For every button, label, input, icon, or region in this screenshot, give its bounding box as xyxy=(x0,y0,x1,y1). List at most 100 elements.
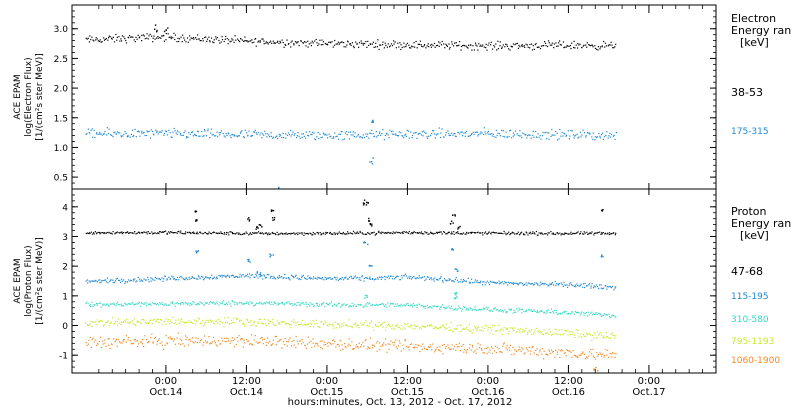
data-point xyxy=(341,304,343,306)
data-point xyxy=(157,304,159,306)
data-point xyxy=(114,321,116,323)
data-point xyxy=(423,305,425,308)
data-point xyxy=(540,331,542,334)
data-point xyxy=(568,233,570,235)
data-point xyxy=(531,346,533,349)
data-point xyxy=(494,232,496,234)
data-point xyxy=(366,135,368,137)
data-point xyxy=(230,322,232,325)
data-point xyxy=(258,231,260,233)
data-point xyxy=(187,136,189,138)
data-point xyxy=(303,135,305,137)
data-point xyxy=(537,46,539,48)
data-point xyxy=(300,40,302,42)
data-point xyxy=(276,276,279,278)
data-point xyxy=(338,231,340,233)
data-point xyxy=(513,329,515,331)
data-point xyxy=(502,44,504,46)
data-point xyxy=(536,348,538,350)
data-point xyxy=(387,134,389,136)
data-point xyxy=(367,133,369,135)
data-point xyxy=(295,274,297,276)
data-point xyxy=(247,340,249,342)
data-point xyxy=(220,232,223,234)
data-point xyxy=(121,231,123,233)
data-point xyxy=(317,325,319,328)
data-point xyxy=(204,335,206,337)
data-point xyxy=(441,40,443,43)
data-point xyxy=(458,331,460,333)
data-point xyxy=(390,340,392,342)
data-point xyxy=(470,282,472,284)
data-point xyxy=(334,132,336,134)
data-point xyxy=(253,232,255,234)
data-point xyxy=(440,44,443,46)
data-point xyxy=(536,354,538,356)
data-point xyxy=(531,310,533,313)
data-point xyxy=(608,313,610,315)
data-point xyxy=(262,303,264,305)
data-point xyxy=(259,301,261,303)
data-point xyxy=(588,44,590,46)
data-point xyxy=(305,45,307,47)
data-point xyxy=(426,136,428,138)
data-point xyxy=(181,318,183,320)
data-point xyxy=(609,44,611,46)
data-point xyxy=(179,276,181,278)
data-point xyxy=(575,286,577,288)
data-point xyxy=(251,334,253,336)
data-point-spike xyxy=(458,227,460,229)
data-point xyxy=(547,309,549,311)
data-point xyxy=(415,325,417,327)
data-point-spike xyxy=(371,265,373,267)
data-point xyxy=(384,42,386,44)
data-point xyxy=(302,133,304,135)
data-point xyxy=(584,335,586,338)
data-point xyxy=(340,326,343,328)
data-point xyxy=(392,342,394,344)
data-point xyxy=(229,276,231,278)
data-point xyxy=(545,332,547,334)
data-point xyxy=(495,330,497,332)
data-point xyxy=(165,130,167,132)
data-point-spike xyxy=(195,220,197,222)
data-point xyxy=(189,232,191,234)
data-point-spike xyxy=(363,199,366,201)
data-point xyxy=(155,320,158,322)
data-point xyxy=(195,320,197,322)
data-point xyxy=(195,337,197,339)
data-point xyxy=(493,308,496,310)
data-point xyxy=(469,231,471,234)
data-point xyxy=(337,232,339,234)
data-point xyxy=(552,232,554,234)
data-point xyxy=(395,133,397,135)
data-point xyxy=(87,232,90,235)
data-point xyxy=(410,278,413,280)
data-point-spike xyxy=(365,204,368,206)
data-point xyxy=(614,287,616,289)
data-point xyxy=(152,279,154,281)
data-point xyxy=(477,281,479,283)
data-point xyxy=(519,130,521,132)
data-point xyxy=(315,38,317,41)
data-point xyxy=(338,43,340,45)
data-point xyxy=(219,232,221,234)
data-point xyxy=(470,308,472,310)
data-point xyxy=(182,278,185,280)
data-point xyxy=(179,232,181,234)
data-point xyxy=(163,40,165,42)
data-point xyxy=(233,276,235,278)
data-point xyxy=(460,279,462,281)
data-point xyxy=(289,302,291,304)
data-point xyxy=(103,303,105,305)
data-point xyxy=(382,231,384,234)
data-point xyxy=(360,346,362,348)
data-point xyxy=(283,137,285,139)
data-point xyxy=(431,307,433,309)
data-point xyxy=(482,232,484,234)
y-axis-label-line: ACE EPAM xyxy=(13,74,23,119)
data-point xyxy=(347,233,349,235)
data-point xyxy=(578,44,580,46)
data-point xyxy=(281,347,283,349)
data-point xyxy=(188,231,190,233)
